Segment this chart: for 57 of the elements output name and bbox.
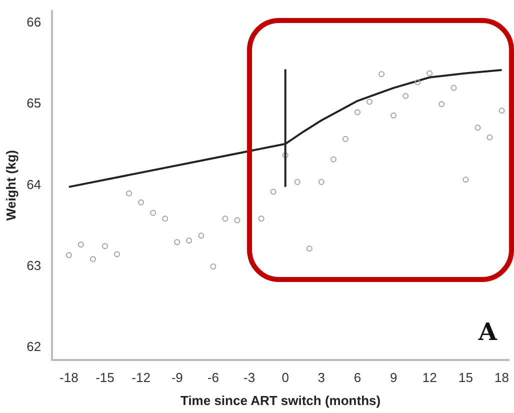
point: [174, 239, 180, 246]
point: [66, 252, 72, 258]
point: [498, 108, 505, 114]
point: [426, 70, 433, 76]
x-tick-label: -3: [243, 370, 256, 386]
x-tick-label: -15: [96, 370, 114, 386]
y-tick-label: 62: [26, 339, 42, 354]
point: [114, 251, 120, 258]
x-tick-label: -9: [171, 370, 183, 386]
point: [186, 237, 192, 244]
x-tick-label: 9: [390, 370, 398, 386]
point: [342, 136, 348, 142]
point: [366, 98, 373, 105]
point: [330, 156, 336, 162]
point: [306, 246, 312, 252]
point: [162, 216, 168, 222]
point: [354, 109, 360, 116]
point: [462, 176, 469, 183]
x-tick-label: -6: [207, 370, 219, 386]
y-tick-label: 64: [26, 176, 42, 192]
point: [294, 179, 300, 186]
x-tick-label: 12: [422, 370, 437, 386]
x-axis-title: Time since ART switch (months): [180, 392, 381, 408]
x-tick-label: -18: [59, 370, 78, 386]
point: [198, 232, 204, 239]
point: [222, 216, 228, 222]
y-tick-label: 66: [26, 14, 42, 30]
point: [102, 243, 108, 250]
annotation: A: [477, 316, 498, 346]
y-axis-title: Weight (kg): [3, 150, 18, 221]
y-tick-label: 65: [26, 96, 42, 111]
point: [258, 216, 264, 222]
point: [90, 256, 96, 262]
point: [234, 217, 240, 224]
point: [150, 210, 156, 216]
point: [474, 124, 481, 131]
point: [138, 199, 144, 206]
x-tick-label: 6: [354, 370, 362, 386]
x-tick-label: -12: [132, 370, 150, 386]
point: [282, 152, 288, 158]
point: [318, 179, 324, 186]
point: [390, 112, 397, 118]
point: [414, 79, 421, 86]
x-tick-label: 15: [458, 370, 473, 386]
y-tick-label: 63: [26, 258, 42, 274]
x-tick-label: 18: [494, 370, 510, 386]
point: [438, 101, 445, 108]
x-tick-label: 0: [282, 370, 289, 386]
point: [378, 71, 385, 78]
point: [210, 263, 216, 270]
point: [126, 190, 132, 196]
point: [486, 134, 493, 140]
x-tick-label: 3: [318, 370, 326, 386]
point: [78, 242, 84, 248]
point: [402, 93, 409, 100]
point: [450, 84, 457, 91]
point: [270, 188, 276, 195]
